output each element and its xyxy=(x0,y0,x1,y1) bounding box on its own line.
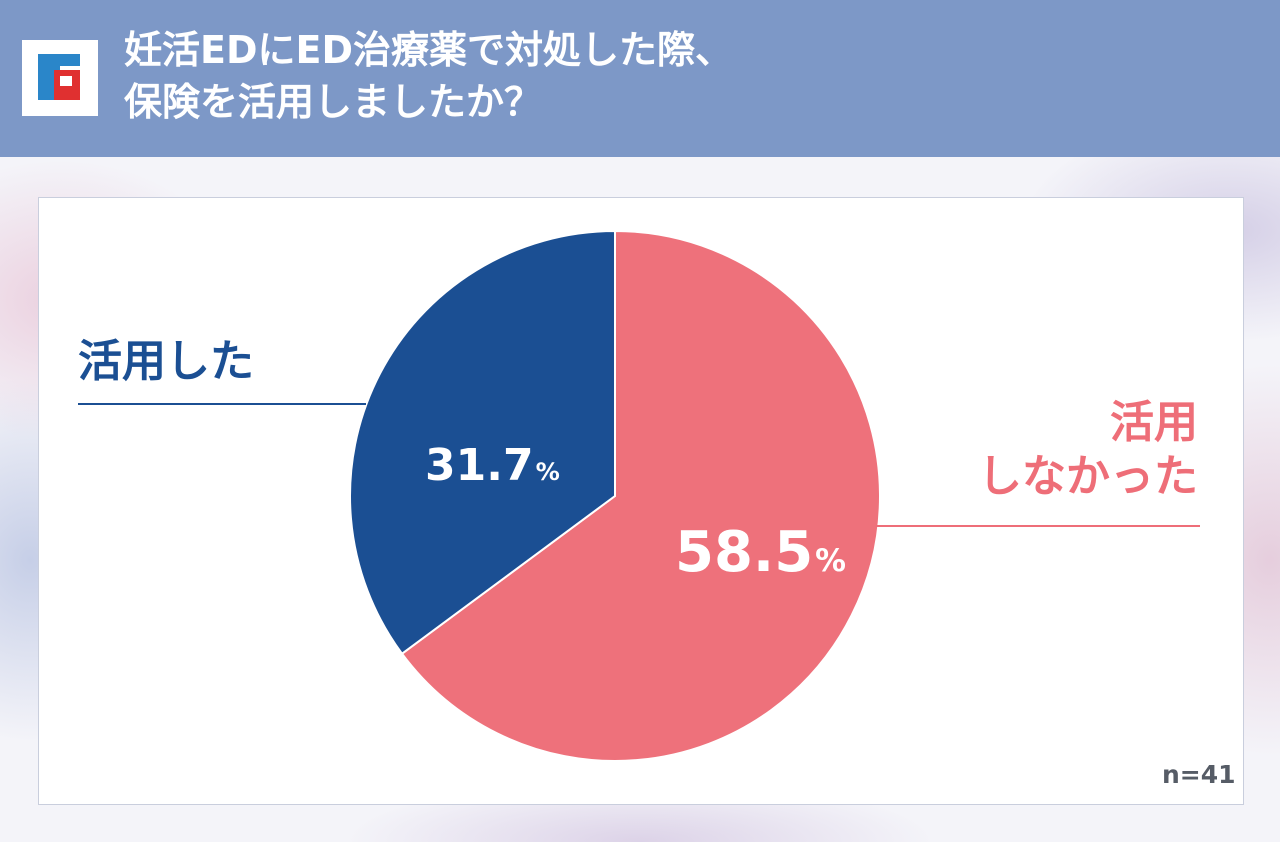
pie-slice-used xyxy=(349,229,616,656)
title-line-2: 保険を活用しましたか？ xyxy=(124,80,543,124)
data-label-not-used-unit: % xyxy=(815,543,847,579)
brand-logo-icon xyxy=(22,40,98,116)
pie-slice-not-used xyxy=(400,229,881,762)
data-label-used-unit: % xyxy=(535,458,560,486)
header-bar: 妊活EDにED治療薬で対処した際、 保険を活用しましたか？ xyxy=(0,0,1280,157)
data-label-not-used-value: 58.5 xyxy=(675,520,814,585)
data-label-used-value: 31.7 xyxy=(425,440,534,491)
page-title: 妊活EDにED治療薬で対処した際、 保険を活用しましたか？ xyxy=(124,24,733,128)
slice-label-not-used: 活用 しなかった xyxy=(978,396,1198,504)
title-line-1: 妊活EDにED治療薬で対処した際、 xyxy=(124,28,734,72)
sample-size-label: n=41 xyxy=(1162,760,1236,789)
logo-white-notch xyxy=(60,76,72,86)
slice-label-used: 活用した xyxy=(78,336,254,387)
data-label-used: 31.7% xyxy=(425,438,560,500)
slice-label-not-used-line2: しなかった xyxy=(978,451,1198,502)
brand-logo-mark xyxy=(38,54,80,100)
slice-label-not-used-line1: 活用 xyxy=(1110,397,1198,448)
logo-blue-top xyxy=(38,54,80,66)
data-label-not-used: 58.5% xyxy=(675,518,846,596)
